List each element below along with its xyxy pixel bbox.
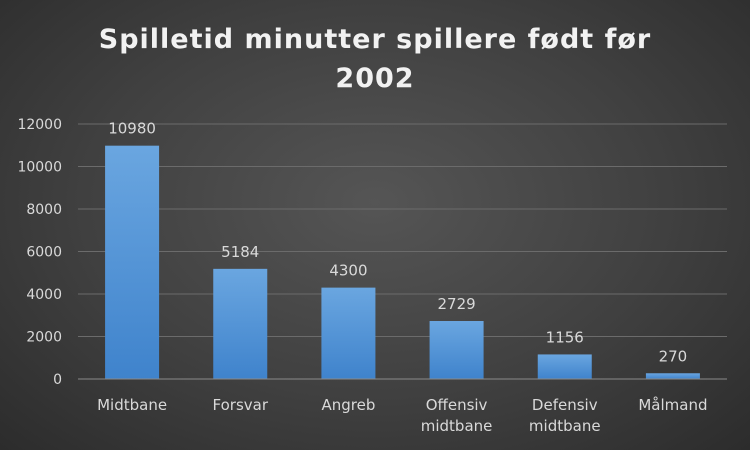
x-category-label: Angreb (321, 396, 375, 414)
data-labels: 10980 5184 4300 2729 1156 270 (108, 120, 687, 366)
y-tick-label: 0 (53, 372, 62, 388)
bar (537, 354, 592, 379)
x-category-label: Midtbane (97, 396, 167, 414)
y-tick-label: 4000 (26, 287, 62, 303)
data-label: 1156 (546, 328, 584, 346)
category-labels: Midtbane Forsvar Angreb Offensiv midtbane Def… (97, 396, 707, 435)
data-label: 10980 (108, 120, 156, 138)
y-axis-ticks: 0 2000 4000 6000 8000 10000 12000 (17, 117, 62, 388)
data-label: 2729 (437, 295, 475, 313)
y-tick-label: 12000 (17, 117, 62, 133)
chart-title-line-2: 2002 (335, 63, 414, 94)
x-category-label: midtbane (529, 417, 601, 435)
bar (105, 145, 160, 379)
x-category-label: Målmand (638, 396, 707, 414)
data-label: 270 (659, 347, 688, 365)
bar (321, 287, 376, 379)
chart-title-line-1: Spilletid minutter spillere født før (99, 24, 651, 55)
data-label: 5184 (221, 243, 259, 261)
y-tick-label: 6000 (26, 245, 62, 261)
bar (429, 321, 484, 379)
y-tick-label: 8000 (26, 202, 62, 218)
gridlines (78, 123, 727, 337)
bars (105, 145, 700, 379)
x-category-label: Offensiv (426, 396, 488, 414)
y-tick-label: 2000 (26, 330, 62, 346)
x-category-label: Defensiv (532, 396, 598, 414)
x-category-label: midtbane (421, 417, 493, 435)
data-label: 4300 (329, 262, 367, 280)
bar (645, 373, 700, 379)
y-tick-label: 10000 (17, 160, 62, 176)
x-category-label: Forsvar (213, 396, 269, 414)
bar (213, 268, 268, 379)
